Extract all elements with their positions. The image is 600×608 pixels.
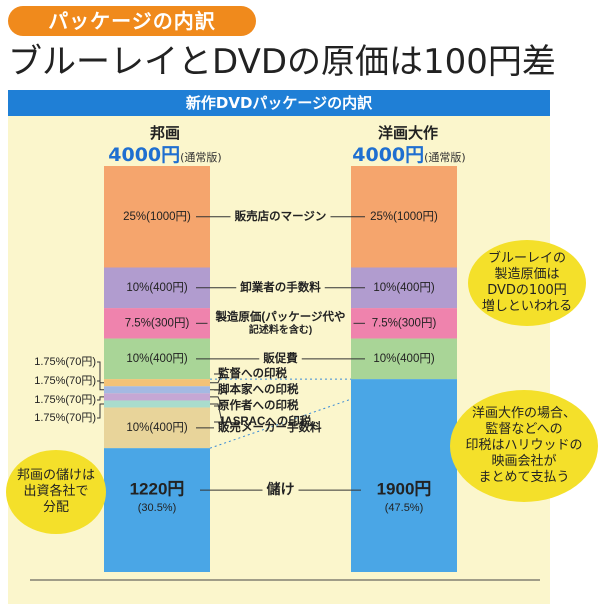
bar-segment-japanese (104, 267, 210, 309)
column-name-western: 洋画大作 (377, 124, 438, 142)
bar-segment-japanese (104, 407, 210, 449)
profit-value: 1220円 (130, 480, 185, 499)
segment-category-label: 販売メーカー手数料 (218, 420, 322, 434)
chart-panel: 邦画 4000円(通常版) 洋画大作 4000円(通常版) (8, 116, 550, 604)
royalty-category-label: 脚本家への印税 (218, 382, 299, 396)
callout-japanese-profit: 邦画の儲けは 出資各社で 分配 (6, 450, 106, 534)
section-tag: パッケージの内訳 (8, 6, 256, 36)
bar-value-label: 25%(1000円) (123, 211, 191, 223)
headline: ブルーレイとDVDの原価は100円差 (8, 42, 556, 82)
bar-value-label: 10%(400円) (126, 282, 188, 294)
segment-category-label: 販売店のマージン (235, 209, 327, 223)
bar-segment-western (351, 379, 457, 572)
royalty-value-label: 1.75%(70円) (34, 356, 96, 368)
bar-segment-japanese (104, 393, 210, 401)
royalty-value-label: 1.75%(70円) (34, 412, 96, 424)
bar-segment-japanese (104, 308, 210, 339)
bar-segment-western (351, 267, 457, 309)
royalty-category-label: 監督への印税 (218, 366, 287, 380)
profit-value: 1900円 (377, 480, 432, 499)
column-price-edition: (通常版) (180, 151, 222, 164)
chart-title-band: 新作DVDパッケージの内訳 (8, 90, 550, 116)
royalty-value-label: 1.75%(70円) (34, 394, 96, 406)
bar-segment-japanese (104, 166, 210, 268)
column-price-western: 4000円(通常版) (324, 140, 494, 167)
bar-segment-japanese (104, 379, 210, 387)
bar-segment-western (351, 308, 457, 339)
bar-segment-western (351, 166, 457, 268)
royalty-category-label: JASRACへの印税 (218, 414, 312, 428)
profit-percent: (30.5%) (138, 502, 177, 514)
royalty-leader-left (97, 380, 104, 391)
callout-bluray-cost: ブルーレイの 製造原価は DVDの100円 増しといわれる (468, 240, 586, 326)
bar-value-label: 25%(1000円) (370, 211, 438, 223)
bar-segment-western (351, 338, 457, 380)
bar-value-label: 10%(400円) (373, 353, 435, 365)
column-price-edition: (通常版) (424, 151, 466, 164)
bar-segment-japanese (104, 386, 210, 394)
royalty-leader-left (97, 403, 104, 419)
royalty-category-label: 原作者への印税 (218, 398, 299, 412)
segment-category-label: 販促費 (263, 351, 298, 365)
segment-category-label-line2: 記述料を含む) (249, 323, 312, 336)
segment-category-label: 卸業者の手数料 (240, 280, 321, 294)
bar-value-label: 10%(400円) (126, 353, 188, 365)
bar-value-label: 10%(400円) (126, 422, 188, 434)
callout-western-royalty: 洋画大作の場合、 監督などへの 印税はハリウッドの 映画会社が まとめて支払う (450, 390, 598, 502)
royalty-leader-right (210, 403, 223, 423)
segment-category-label: 製造原価(パッケージ代や (214, 309, 345, 323)
column-price-value: 4000円 (108, 144, 181, 166)
bar-value-label: 7.5%(300円) (372, 317, 437, 329)
royalty-leader-left (97, 396, 104, 401)
bar-segment-japanese (104, 338, 210, 380)
royalty-value-label: 1.75%(70円) (34, 375, 96, 387)
column-price-japanese: 4000円(通常版) (80, 140, 250, 167)
profit-category-label: 儲け (266, 481, 295, 497)
bar-value-label: 10%(400円) (373, 282, 435, 294)
column-price-value: 4000円 (352, 144, 425, 166)
profit-percent: (47.5%) (385, 502, 424, 514)
royalty-leader-right (210, 373, 223, 384)
bar-segment-japanese (104, 400, 210, 408)
royalty-leader-left (97, 361, 104, 384)
bar-value-label: 7.5%(300円) (125, 317, 190, 329)
bar-segment-japanese (104, 448, 210, 572)
column-name-japanese: 邦画 (149, 124, 180, 142)
